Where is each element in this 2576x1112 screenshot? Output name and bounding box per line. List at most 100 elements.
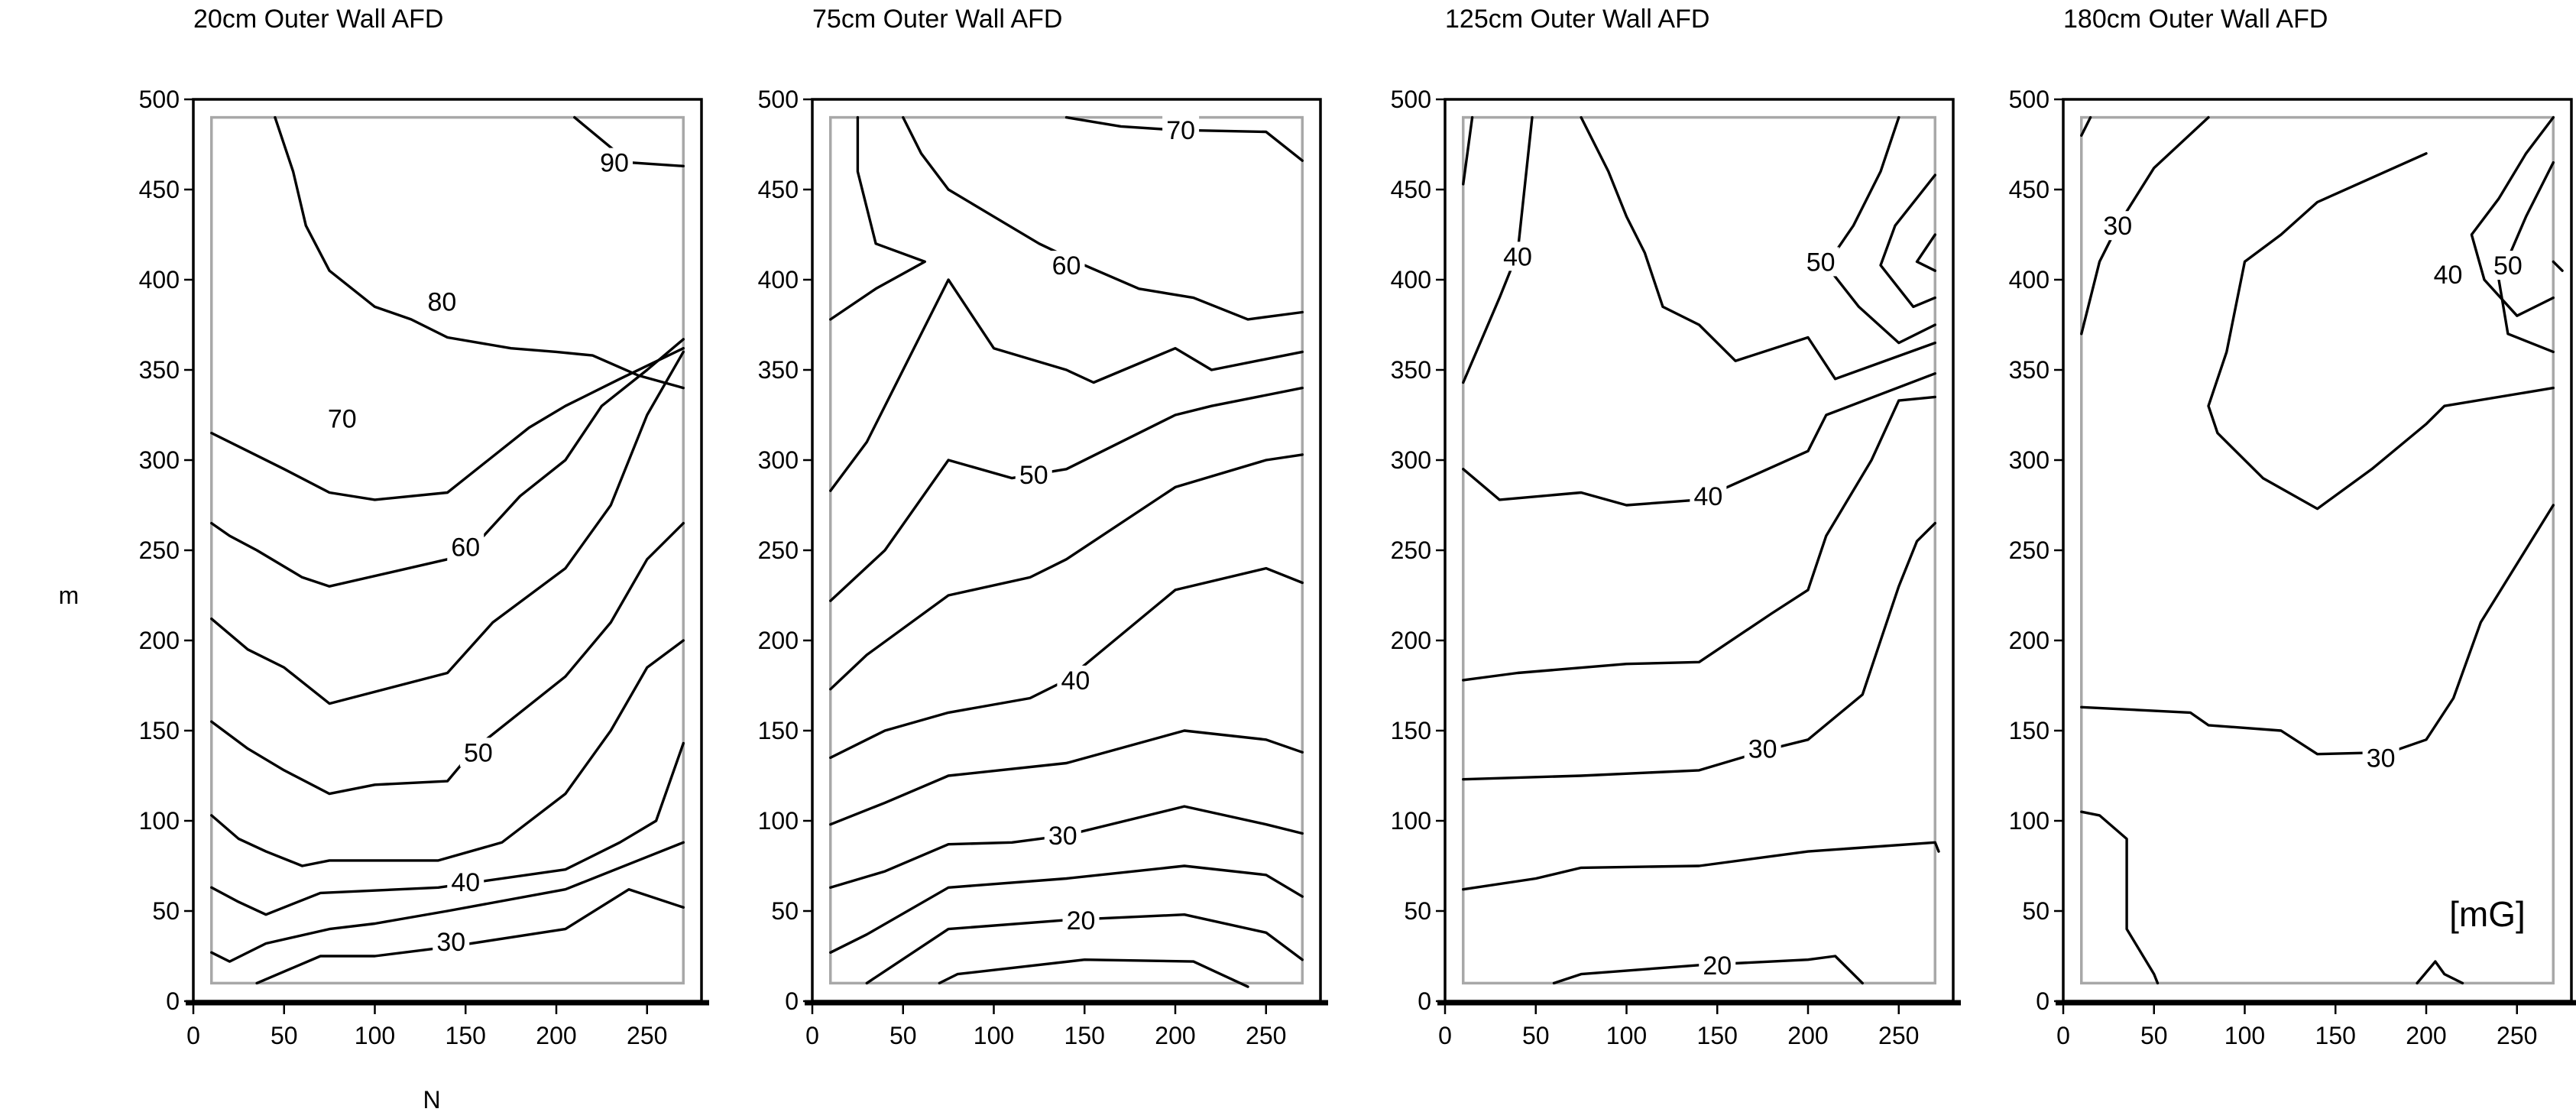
contour-label: 40 bbox=[2434, 261, 2463, 290]
y-tick-label: 500 bbox=[758, 86, 799, 113]
y-tick-label: 200 bbox=[139, 627, 180, 654]
y-tick-label: 250 bbox=[1391, 537, 1431, 564]
contour-label-background bbox=[1044, 820, 1081, 850]
units-label: [mG] bbox=[2449, 894, 2526, 934]
x-tick-label: 200 bbox=[1787, 1022, 1828, 1049]
contour-label-background bbox=[2489, 251, 2526, 280]
y-tick-label: 400 bbox=[758, 266, 799, 293]
contour-label-background bbox=[1690, 481, 1727, 511]
y-tick-label: 100 bbox=[758, 807, 799, 835]
y-tick-label: 400 bbox=[139, 266, 180, 293]
contour-label: 60 bbox=[1052, 251, 1081, 280]
y-tick-label: 100 bbox=[1391, 807, 1431, 835]
y-tick-label: 50 bbox=[2022, 897, 2049, 925]
y-tick-label: 500 bbox=[1391, 86, 1431, 113]
contour-label-background bbox=[2429, 259, 2467, 289]
contour-line-42 bbox=[1580, 115, 1936, 381]
contour-label: 80 bbox=[427, 287, 456, 316]
y-tick-label: 150 bbox=[139, 717, 180, 744]
contour-line-25 bbox=[1462, 841, 1940, 891]
contour-label-background bbox=[1057, 665, 1094, 695]
x-tick-label: 50 bbox=[271, 1022, 298, 1049]
y-tick-label: 500 bbox=[139, 86, 180, 113]
contour-line-30 bbox=[829, 729, 1304, 826]
contour-line-5 bbox=[255, 888, 685, 985]
contour-line-55 bbox=[1915, 233, 1936, 272]
y-tick-label: 200 bbox=[1391, 627, 1431, 654]
contour-line-50 bbox=[829, 278, 1304, 492]
contour-line-30 bbox=[1462, 521, 1936, 781]
contour-label-background bbox=[447, 532, 484, 562]
plot-frame bbox=[2062, 98, 2573, 1003]
contour-line-52 bbox=[1879, 173, 1936, 309]
contour-line-20 bbox=[829, 864, 1304, 954]
y-tick-label: 200 bbox=[2009, 627, 2049, 654]
contour-line-45 bbox=[829, 386, 1304, 602]
contour-label: 90 bbox=[600, 149, 629, 178]
contour-line-35 bbox=[2470, 115, 2555, 317]
contour-label-background bbox=[423, 287, 461, 316]
contour-label: 70 bbox=[1166, 116, 1195, 145]
y-tick-label: 350 bbox=[2009, 356, 2049, 384]
y-tick-label: 450 bbox=[139, 176, 180, 203]
x-tick-label: 100 bbox=[355, 1022, 395, 1049]
contour-label: 40 bbox=[1693, 482, 1722, 511]
y-tick-label: 250 bbox=[758, 537, 799, 564]
x-tick-label: 100 bbox=[2224, 1022, 2265, 1049]
y-tick-label: 450 bbox=[1391, 176, 1431, 203]
contour-label-background bbox=[1499, 242, 1536, 271]
contour-line-60 bbox=[829, 115, 926, 321]
contour-line-40 bbox=[829, 453, 1304, 691]
contour-label: 50 bbox=[2493, 251, 2523, 280]
y-tick-label: 0 bbox=[785, 987, 799, 1015]
y-tick-label: 300 bbox=[758, 446, 799, 474]
contour-label-background bbox=[2362, 743, 2399, 773]
chart-panel-4: 180cm Outer Wall AFD05010015020025030035… bbox=[2009, 5, 2576, 1049]
x-tick-label: 150 bbox=[2315, 1022, 2356, 1049]
contour-label: 20 bbox=[1067, 906, 1096, 935]
data-region-box bbox=[210, 115, 685, 985]
contour-label-background bbox=[1015, 459, 1052, 489]
chart-panel-1: 20cm Outer Wall AFD050100150200250300350… bbox=[139, 5, 709, 1049]
contour-line-35 bbox=[829, 566, 1304, 760]
y-tick-label: 300 bbox=[2009, 446, 2049, 474]
contour-label-background bbox=[1062, 905, 1100, 935]
x-tick-label: 200 bbox=[1155, 1022, 1195, 1049]
chart-panel-3: 125cm Outer Wall AFD05010015020025030035… bbox=[1391, 5, 1961, 1049]
x-tick-label: 250 bbox=[1246, 1022, 1286, 1049]
contour-label-background bbox=[596, 148, 633, 177]
contour-label: 40 bbox=[1503, 242, 1532, 271]
y-tick-label: 0 bbox=[166, 987, 180, 1015]
contour-label-background bbox=[323, 404, 361, 433]
contour-line-50 bbox=[210, 350, 685, 705]
y-tick-label: 450 bbox=[758, 176, 799, 203]
y-tick-label: 150 bbox=[2009, 717, 2049, 744]
x-tick-label: 100 bbox=[974, 1022, 1014, 1049]
contour-line-55 bbox=[902, 115, 1304, 321]
contour-label-background bbox=[459, 738, 497, 767]
x-tick-label: 0 bbox=[805, 1022, 819, 1049]
contour-label: 30 bbox=[1748, 735, 1777, 764]
x-tick-label: 200 bbox=[2406, 1022, 2446, 1049]
contour-label: 60 bbox=[451, 533, 480, 562]
contour-label: 50 bbox=[464, 738, 493, 767]
contour-label-background bbox=[1802, 247, 1839, 277]
y-tick-label: 400 bbox=[1391, 266, 1431, 293]
y-tick-label: 350 bbox=[758, 356, 799, 384]
contour-label: 30 bbox=[2367, 744, 2396, 773]
panel-title: 180cm Outer Wall AFD bbox=[2063, 5, 2328, 34]
contour-line-40 bbox=[1462, 115, 1534, 384]
y-tick-label: 150 bbox=[1391, 717, 1431, 744]
panels-group: 20cm Outer Wall AFD050100150200250300350… bbox=[139, 5, 2576, 1049]
y-tick-label: 50 bbox=[152, 897, 180, 925]
x-tick-label: 150 bbox=[446, 1022, 486, 1049]
x-tick-label: 50 bbox=[1522, 1022, 1550, 1049]
y-tick-label: 0 bbox=[2036, 987, 2049, 1015]
x-axis-title: N bbox=[423, 1086, 440, 1112]
contour-label-background bbox=[433, 927, 470, 957]
y-tick-label: 500 bbox=[2009, 86, 2049, 113]
x-tick-label: 150 bbox=[1064, 1022, 1105, 1049]
contour-line-35 bbox=[1462, 395, 1936, 682]
chart-panel-2: 75cm Outer Wall AFD050100150200250300350… bbox=[758, 5, 1328, 1049]
